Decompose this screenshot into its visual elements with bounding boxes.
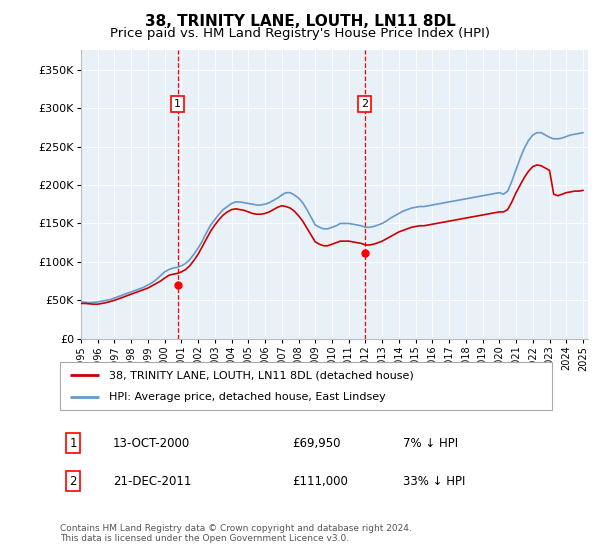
Text: £111,000: £111,000 <box>292 475 348 488</box>
Text: 38, TRINITY LANE, LOUTH, LN11 8DL: 38, TRINITY LANE, LOUTH, LN11 8DL <box>145 14 455 29</box>
Text: 33% ↓ HPI: 33% ↓ HPI <box>403 475 466 488</box>
Text: 1: 1 <box>174 99 181 109</box>
Text: £69,950: £69,950 <box>292 437 341 450</box>
Text: 38, TRINITY LANE, LOUTH, LN11 8DL (detached house): 38, TRINITY LANE, LOUTH, LN11 8DL (detac… <box>109 370 414 380</box>
Text: HPI: Average price, detached house, East Lindsey: HPI: Average price, detached house, East… <box>109 392 386 402</box>
Text: Contains HM Land Registry data © Crown copyright and database right 2024.
This d: Contains HM Land Registry data © Crown c… <box>60 524 412 543</box>
Text: 7% ↓ HPI: 7% ↓ HPI <box>403 437 458 450</box>
Text: 2: 2 <box>70 475 77 488</box>
Text: 21-DEC-2011: 21-DEC-2011 <box>113 475 191 488</box>
Text: 13-OCT-2000: 13-OCT-2000 <box>113 437 190 450</box>
Text: Price paid vs. HM Land Registry's House Price Index (HPI): Price paid vs. HM Land Registry's House … <box>110 27 490 40</box>
Text: 2: 2 <box>361 99 368 109</box>
Text: 1: 1 <box>70 437 77 450</box>
